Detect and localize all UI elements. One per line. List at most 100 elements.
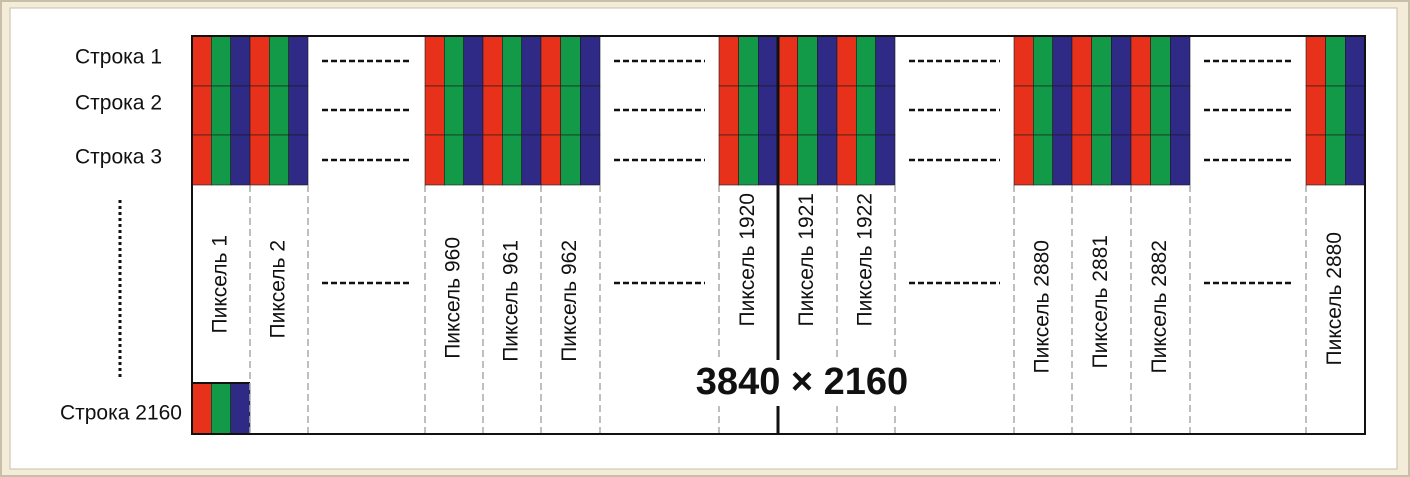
subpixel xyxy=(1170,35,1191,87)
subpixel xyxy=(482,134,503,186)
subpixel xyxy=(249,35,270,87)
row-label: Строка 2160 xyxy=(60,402,182,425)
resolution: 3840 × 2160 xyxy=(696,361,908,403)
subpixel xyxy=(817,35,838,87)
subpixel xyxy=(502,134,522,186)
subpixel xyxy=(230,35,251,87)
subpixel xyxy=(521,85,542,136)
resolution-bg xyxy=(688,360,916,406)
subpixel xyxy=(1052,85,1073,136)
subpixel xyxy=(1325,35,1346,87)
subpixel xyxy=(580,134,601,186)
subpixel xyxy=(502,35,522,87)
subpixel xyxy=(580,35,601,87)
subpixel xyxy=(1111,134,1132,186)
pixel-label: Пиксель 2 xyxy=(267,240,290,338)
subpixel xyxy=(521,35,542,87)
subpixel xyxy=(1305,134,1326,186)
subpixel xyxy=(836,134,857,186)
subpixel xyxy=(758,134,779,186)
subpixel xyxy=(777,134,798,186)
subpixel xyxy=(211,35,231,87)
subpixel xyxy=(817,134,838,186)
subpixel xyxy=(249,134,270,186)
subpixel xyxy=(738,35,759,87)
subpixel xyxy=(1305,85,1326,136)
subpixel xyxy=(1013,134,1034,186)
subpixel xyxy=(560,85,581,136)
subpixel xyxy=(560,134,581,186)
subpixel xyxy=(211,382,231,435)
subpixel xyxy=(1033,35,1053,87)
subpixel xyxy=(463,85,484,136)
subpixel xyxy=(482,35,503,87)
subpixel xyxy=(1013,85,1034,136)
subpixel xyxy=(1170,134,1191,186)
subpixel xyxy=(875,85,896,136)
row-label: Строка 2 xyxy=(75,92,162,115)
pixel-label: Пиксель 1922 xyxy=(854,193,877,326)
subpixel xyxy=(817,85,838,136)
subpixel xyxy=(777,35,798,87)
pixel-label: Пиксель 1921 xyxy=(795,193,818,326)
subpixel xyxy=(777,85,798,136)
subpixel xyxy=(1013,35,1034,87)
subpixel xyxy=(1345,85,1366,136)
subpixel xyxy=(580,85,601,136)
subpixel xyxy=(1111,35,1132,87)
pixel-label: Пиксель 2881 xyxy=(1089,235,1112,368)
subpixel xyxy=(424,85,445,136)
pixel-label: Пиксель 962 xyxy=(558,240,581,362)
subpixel xyxy=(482,85,503,136)
subpixel xyxy=(1052,35,1073,87)
subpixel xyxy=(836,35,857,87)
subpixel xyxy=(191,382,212,435)
subpixel xyxy=(875,35,896,87)
row-label: Строка 1 xyxy=(75,46,162,69)
subpixel xyxy=(211,134,231,186)
subpixel xyxy=(797,85,818,136)
subpixel xyxy=(1130,35,1151,87)
pixel-label: Пиксель 2880 xyxy=(1031,240,1054,373)
subpixel xyxy=(1071,35,1092,87)
subpixel xyxy=(502,85,522,136)
pixel-label: Пиксель 960 xyxy=(442,237,465,359)
subpixel xyxy=(718,85,739,136)
subpixel xyxy=(856,35,876,87)
subpixel xyxy=(1091,134,1112,186)
subpixel xyxy=(1130,134,1151,186)
subpixel xyxy=(856,134,876,186)
subpixel xyxy=(738,134,759,186)
subpixel xyxy=(1345,35,1366,87)
subpixel xyxy=(269,134,289,186)
subpixel xyxy=(1091,85,1112,136)
pixel-label: Пиксель 1920 xyxy=(736,193,759,326)
subpixel xyxy=(1325,134,1346,186)
subpixel xyxy=(521,134,542,186)
subpixel xyxy=(540,85,561,136)
subpixel xyxy=(1325,85,1346,136)
subpixel xyxy=(856,85,876,136)
subpixel xyxy=(1150,35,1171,87)
subpixel xyxy=(560,35,581,87)
subpixel xyxy=(1091,35,1112,87)
subpixel xyxy=(230,134,251,186)
subpixel xyxy=(1345,134,1366,186)
subpixel xyxy=(718,134,739,186)
subpixel xyxy=(191,85,212,136)
subpixel xyxy=(249,85,270,136)
subpixel xyxy=(1150,85,1171,136)
subpixel xyxy=(1071,85,1092,136)
subpixel xyxy=(288,134,309,186)
subpixel xyxy=(875,134,896,186)
subpixel xyxy=(230,382,251,435)
subpixel xyxy=(444,35,464,87)
subpixel xyxy=(444,134,464,186)
subpixel xyxy=(288,35,309,87)
pixel-label: Пиксель 961 xyxy=(500,240,523,362)
subpixel xyxy=(1130,85,1151,136)
subpixel xyxy=(211,85,231,136)
subpixel xyxy=(444,85,464,136)
